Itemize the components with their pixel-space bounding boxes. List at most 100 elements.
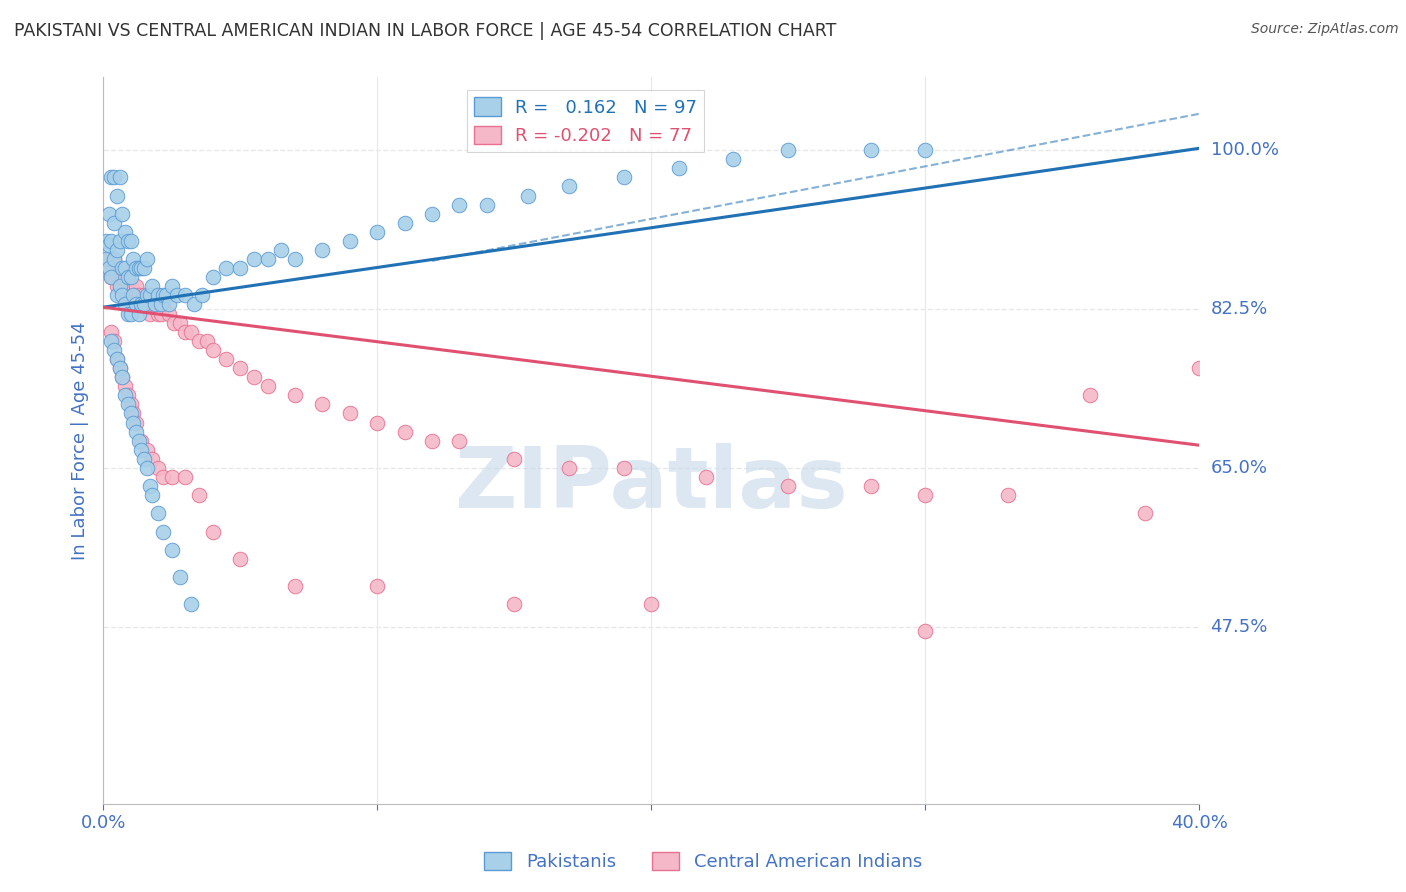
Point <box>117 397 139 411</box>
Point <box>668 161 690 176</box>
Point <box>97 252 120 266</box>
Point <box>195 334 218 348</box>
Point <box>138 288 160 302</box>
Point <box>122 288 145 302</box>
Point <box>100 325 122 339</box>
Point <box>143 297 166 311</box>
Text: 100.0%: 100.0% <box>1211 141 1278 159</box>
Point <box>117 279 139 293</box>
Point <box>100 234 122 248</box>
Point <box>558 179 581 194</box>
Point <box>114 388 136 402</box>
Point <box>180 597 202 611</box>
Point <box>117 388 139 402</box>
Point <box>183 297 205 311</box>
Point <box>114 379 136 393</box>
Point <box>215 351 238 366</box>
Point <box>103 252 125 266</box>
Point <box>778 143 800 157</box>
Point <box>152 524 174 539</box>
Point <box>120 397 142 411</box>
Point <box>131 261 153 276</box>
Point <box>311 397 333 411</box>
Point <box>394 216 416 230</box>
Point <box>100 270 122 285</box>
Point <box>163 316 186 330</box>
Point <box>284 388 307 402</box>
Point <box>100 270 122 285</box>
Point <box>103 216 125 230</box>
Point <box>149 297 172 311</box>
Point <box>160 279 183 293</box>
Point <box>131 297 153 311</box>
Text: 82.5%: 82.5% <box>1211 300 1268 318</box>
Point <box>449 197 471 211</box>
Point <box>169 316 191 330</box>
Point <box>914 488 936 502</box>
Point <box>180 325 202 339</box>
Point <box>723 152 745 166</box>
Point <box>174 325 197 339</box>
Point <box>136 442 159 457</box>
Point <box>169 570 191 584</box>
Point <box>131 434 153 448</box>
Y-axis label: In Labor Force | Age 45-54: In Labor Force | Age 45-54 <box>72 321 89 560</box>
Point <box>114 288 136 302</box>
Point <box>149 307 172 321</box>
Point <box>914 624 936 639</box>
Point <box>111 270 134 285</box>
Point <box>143 288 166 302</box>
Point <box>94 234 117 248</box>
Point <box>105 243 128 257</box>
Point <box>108 279 131 293</box>
Point <box>256 379 278 393</box>
Point <box>108 261 131 276</box>
Point <box>613 170 636 185</box>
Point <box>111 370 134 384</box>
Point <box>136 297 159 311</box>
Point <box>138 307 160 321</box>
Point <box>108 361 131 376</box>
Point <box>311 243 333 257</box>
Point <box>997 488 1019 502</box>
Point <box>122 252 145 266</box>
Point <box>188 334 211 348</box>
Point <box>117 234 139 248</box>
Point <box>146 288 169 302</box>
Point <box>105 188 128 202</box>
Point <box>111 207 134 221</box>
Point <box>174 288 197 302</box>
Point <box>94 261 117 276</box>
Point <box>103 170 125 185</box>
Point <box>128 288 150 302</box>
Point <box>778 479 800 493</box>
Point <box>131 297 153 311</box>
Point <box>394 425 416 439</box>
Point <box>284 252 307 266</box>
Text: Source: ZipAtlas.com: Source: ZipAtlas.com <box>1251 22 1399 37</box>
Point <box>152 297 174 311</box>
Legend: R =   0.162   N = 97, R = -0.202   N = 77: R = 0.162 N = 97, R = -0.202 N = 77 <box>467 90 704 153</box>
Point <box>516 188 538 202</box>
Point <box>111 288 134 302</box>
Point <box>120 234 142 248</box>
Point <box>134 288 156 302</box>
Legend: Pakistanis, Central American Indians: Pakistanis, Central American Indians <box>477 845 929 879</box>
Point <box>128 307 150 321</box>
Point <box>420 207 443 221</box>
Point <box>134 261 156 276</box>
Point <box>111 370 134 384</box>
Point <box>141 297 163 311</box>
Point <box>243 370 266 384</box>
Point <box>155 288 177 302</box>
Point <box>859 143 882 157</box>
Point <box>366 416 388 430</box>
Point <box>420 434 443 448</box>
Point <box>146 461 169 475</box>
Point <box>1078 388 1101 402</box>
Point <box>640 597 662 611</box>
Point <box>97 261 120 276</box>
Point <box>108 361 131 376</box>
Point <box>120 407 142 421</box>
Point <box>188 488 211 502</box>
